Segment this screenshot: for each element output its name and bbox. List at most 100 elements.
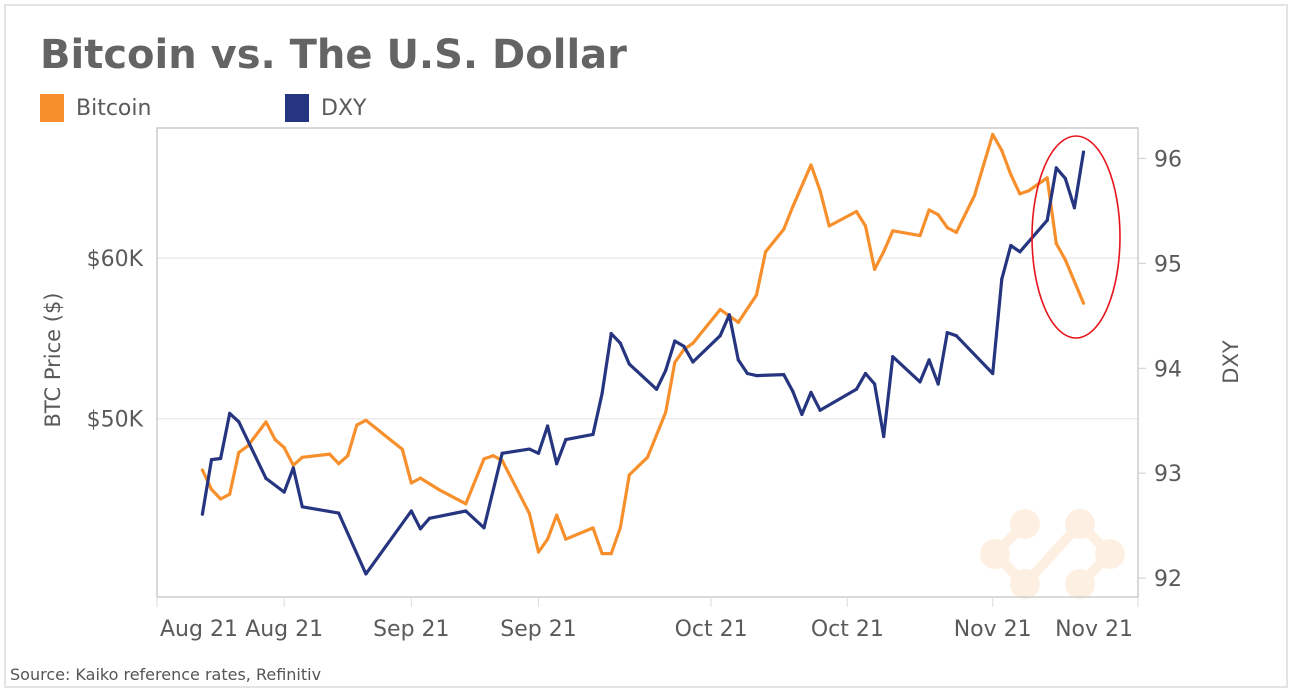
- data-point-bitcoin: [918, 234, 922, 238]
- data-point-dxy: [745, 371, 750, 376]
- data-point-dxy: [809, 390, 813, 395]
- data-point-bitcoin: [600, 552, 604, 556]
- chart-frame: [4, 4, 1288, 688]
- data-point-dxy: [673, 339, 677, 343]
- data-point-bitcoin: [718, 307, 722, 312]
- data-point-dxy: [654, 387, 659, 391]
- data-point-bitcoin: [645, 455, 650, 459]
- data-point-dxy: [264, 476, 268, 481]
- source-note: Source: Kaiko reference rates, Refinitiv: [10, 665, 322, 684]
- data-point-dxy: [209, 457, 214, 462]
- data-point-dxy: [682, 344, 686, 348]
- data-point-dxy: [527, 447, 532, 451]
- data-point-bitcoin: [754, 293, 759, 297]
- y-right-tick-label: 96: [1154, 147, 1182, 172]
- watermark-logo-icon: [980, 509, 1125, 599]
- data-point-dxy: [1009, 243, 1013, 248]
- data-point-dxy: [1072, 206, 1077, 210]
- data-point-dxy: [782, 372, 786, 377]
- data-point-bitcoin: [218, 497, 223, 501]
- data-point-bitcoin: [591, 526, 595, 530]
- data-point-dxy: [927, 358, 931, 362]
- data-point-bitcoin: [627, 473, 631, 477]
- data-point-dxy: [1000, 277, 1004, 281]
- data-point-dxy: [427, 516, 432, 520]
- data-point-bitcoin: [346, 454, 350, 458]
- data-point-bitcoin: [827, 224, 831, 228]
- x-tick-label: Oct 21: [811, 617, 884, 642]
- data-point-bitcoin: [273, 437, 277, 442]
- data-point-bitcoin: [782, 227, 786, 231]
- data-point-dxy: [736, 358, 740, 362]
- data-point-bitcoin: [972, 193, 977, 198]
- x-tick-label: Nov 21: [1055, 617, 1133, 642]
- data-point-bitcoin: [872, 267, 877, 271]
- y-left-axis-title: BTC Price ($): [41, 293, 65, 428]
- data-point-bitcoin: [491, 454, 495, 458]
- y-right-tick-label: 95: [1154, 252, 1182, 277]
- data-point-bitcoin: [264, 420, 268, 424]
- data-point-dxy: [500, 451, 504, 455]
- data-point-bitcoin: [300, 455, 304, 459]
- data-point-dxy: [718, 334, 722, 338]
- data-point-dxy: [918, 380, 922, 384]
- series-line-dxy: [200, 150, 1086, 576]
- data-point-dxy: [364, 572, 368, 576]
- data-point-dxy: [727, 313, 731, 317]
- legend-item-bitcoin[interactable]: Bitcoin: [40, 94, 151, 122]
- legend-item-dxy[interactable]: DXY: [285, 94, 366, 122]
- data-point-dxy: [337, 511, 341, 515]
- data-point-bitcoin: [791, 205, 795, 209]
- data-point-dxy: [291, 466, 295, 470]
- y-left-tick-label: $50K: [87, 408, 144, 433]
- data-point-bitcoin: [327, 452, 332, 456]
- data-point-bitcoin: [1081, 301, 1086, 305]
- data-point-dxy: [218, 456, 223, 461]
- data-point-bitcoin: [200, 468, 205, 472]
- x-tick-label: Sep 21: [500, 617, 576, 642]
- data-point-dxy: [664, 368, 668, 372]
- data-point-bitcoin: [891, 229, 895, 233]
- data-point-bitcoin: [355, 423, 359, 427]
- data-point-dxy: [854, 387, 859, 391]
- x-tick-label: Sep 21: [373, 617, 449, 642]
- data-point-dxy: [228, 411, 232, 415]
- legend-label-bitcoin: Bitcoin: [76, 95, 152, 121]
- data-point-bitcoin: [1018, 192, 1022, 196]
- data-point-bitcoin: [763, 250, 768, 254]
- data-point-bitcoin: [400, 447, 404, 451]
- series-line-bitcoin: [200, 132, 1086, 556]
- data-point-dxy: [863, 371, 868, 376]
- data-point-dxy: [482, 526, 486, 530]
- data-point-bitcoin: [527, 511, 532, 516]
- data-point-dxy: [882, 434, 886, 439]
- y-right-axis-title: DXY: [1219, 340, 1243, 384]
- data-point-bitcoin: [854, 209, 859, 214]
- data-point-bitcoin: [282, 446, 286, 450]
- highlight-oval: [1031, 135, 1121, 339]
- data-point-dxy: [418, 527, 423, 531]
- data-point-dxy: [800, 412, 804, 417]
- data-point-bitcoin: [291, 463, 295, 467]
- data-point-bitcoin: [818, 189, 822, 193]
- data-point-bitcoin: [564, 537, 568, 541]
- data-point-dxy: [891, 355, 895, 359]
- data-point-bitcoin: [736, 320, 740, 324]
- data-point-dxy: [555, 462, 559, 466]
- data-point-dxy: [754, 374, 759, 378]
- data-point-bitcoin: [936, 213, 940, 217]
- data-point-dxy: [872, 382, 877, 386]
- data-point-dxy: [200, 512, 205, 516]
- x-tick-label: Aug 21: [245, 617, 323, 642]
- chart-title: Bitcoin vs. The U.S. Dollar: [40, 32, 627, 78]
- data-point-dxy: [1054, 166, 1058, 170]
- y-right-tick-label: 92: [1154, 567, 1182, 592]
- y-right-tick-label: 94: [1154, 357, 1182, 382]
- data-point-dxy: [627, 362, 631, 366]
- data-point-dxy: [1063, 176, 1067, 180]
- data-point-bitcoin: [209, 487, 214, 491]
- data-point-dxy: [1081, 150, 1086, 154]
- data-point-dxy: [618, 341, 622, 345]
- data-point-bitcoin: [364, 418, 368, 422]
- legend-swatch-bitcoin: [40, 94, 64, 122]
